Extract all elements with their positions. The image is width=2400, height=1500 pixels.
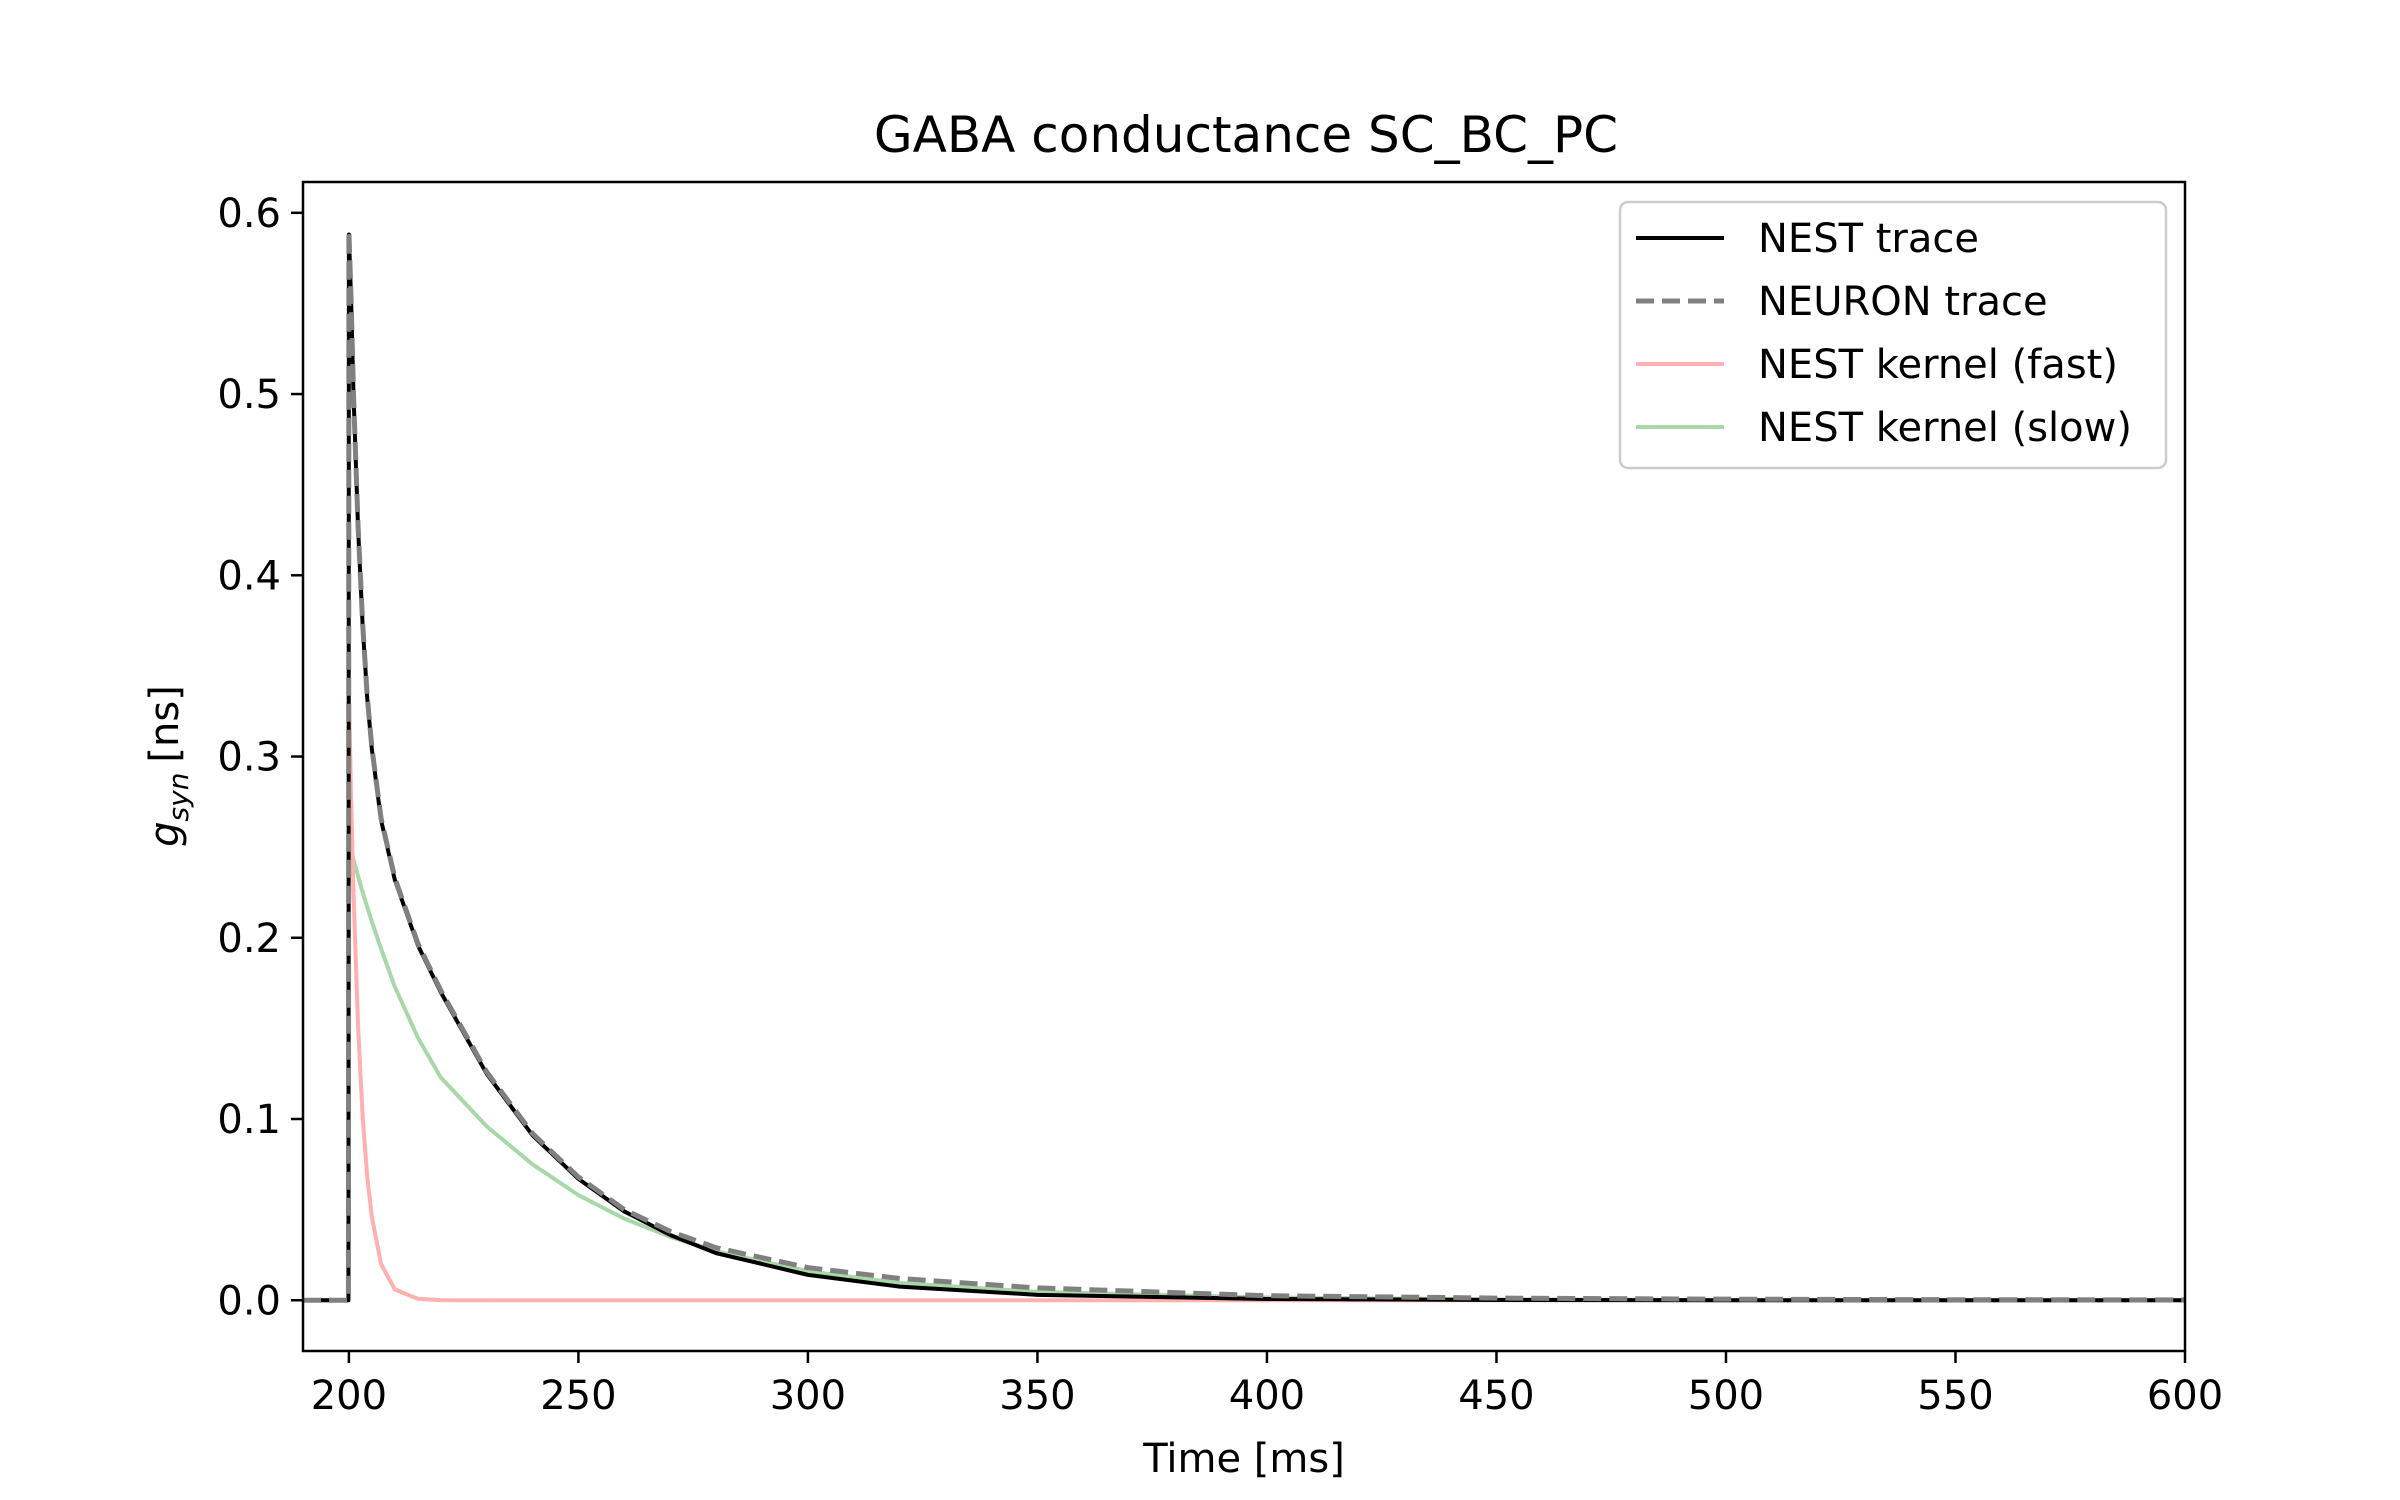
x-tick-label: 450 bbox=[1458, 1373, 1534, 1419]
x-tick-label: 200 bbox=[311, 1373, 387, 1419]
legend-label: NEST kernel (fast) bbox=[1758, 342, 2118, 388]
y-tick-label: 0.3 bbox=[217, 735, 281, 781]
y-tick-label: 0.6 bbox=[217, 191, 281, 237]
y-axis-label: gsyn [ns] bbox=[142, 685, 195, 847]
x-tick-label: 350 bbox=[999, 1373, 1075, 1419]
x-tick-label: 550 bbox=[1917, 1373, 1993, 1419]
legend-label: NEST trace bbox=[1758, 216, 1979, 262]
legend-box bbox=[1618, 200, 2168, 470]
x-tick-label: 500 bbox=[1688, 1373, 1764, 1419]
y-tick-label: 0.2 bbox=[217, 916, 281, 962]
legend: NEST trace NEURON trace NEST kernel (fast)… bbox=[1618, 200, 2168, 470]
x-tick-label: 300 bbox=[770, 1373, 846, 1419]
series-line-neuron-trace bbox=[303, 228, 2185, 1303]
y-tick-label: 0.0 bbox=[217, 1278, 281, 1324]
x-axis-label: Time [ms] bbox=[1142, 1436, 1345, 1482]
y-axis-label-subscript: syn bbox=[162, 773, 195, 822]
y-axis-label-unit: [ns] bbox=[142, 685, 188, 762]
legend-label: NEURON trace bbox=[1758, 279, 2048, 325]
x-axis: 200 250 300 350 400 450 500 550 600 bbox=[311, 1351, 2223, 1419]
legend-label: NEST kernel (slow) bbox=[1758, 405, 2132, 451]
y-axis: 0.0 0.1 0.2 0.3 0.4 0.5 0.6 bbox=[217, 191, 303, 1324]
x-tick-label: 250 bbox=[540, 1373, 616, 1419]
series-line-nest-kernel-fast bbox=[303, 691, 2185, 1303]
series-layer bbox=[303, 228, 2185, 1303]
legend-entries: NEST trace NEURON trace NEST kernel (fast)… bbox=[1636, 216, 2132, 451]
y-tick-label: 0.5 bbox=[217, 372, 281, 418]
x-tick-label: 600 bbox=[2147, 1373, 2223, 1419]
x-tick-label: 400 bbox=[1229, 1373, 1305, 1419]
chart-title: GABA conductance SC_BC_PC bbox=[874, 106, 1618, 164]
y-tick-label: 0.4 bbox=[217, 553, 281, 599]
y-tick-label: 0.1 bbox=[217, 1097, 281, 1143]
y-axis-label-symbol: g bbox=[142, 821, 188, 846]
plot-frame bbox=[301, 180, 2187, 1353]
